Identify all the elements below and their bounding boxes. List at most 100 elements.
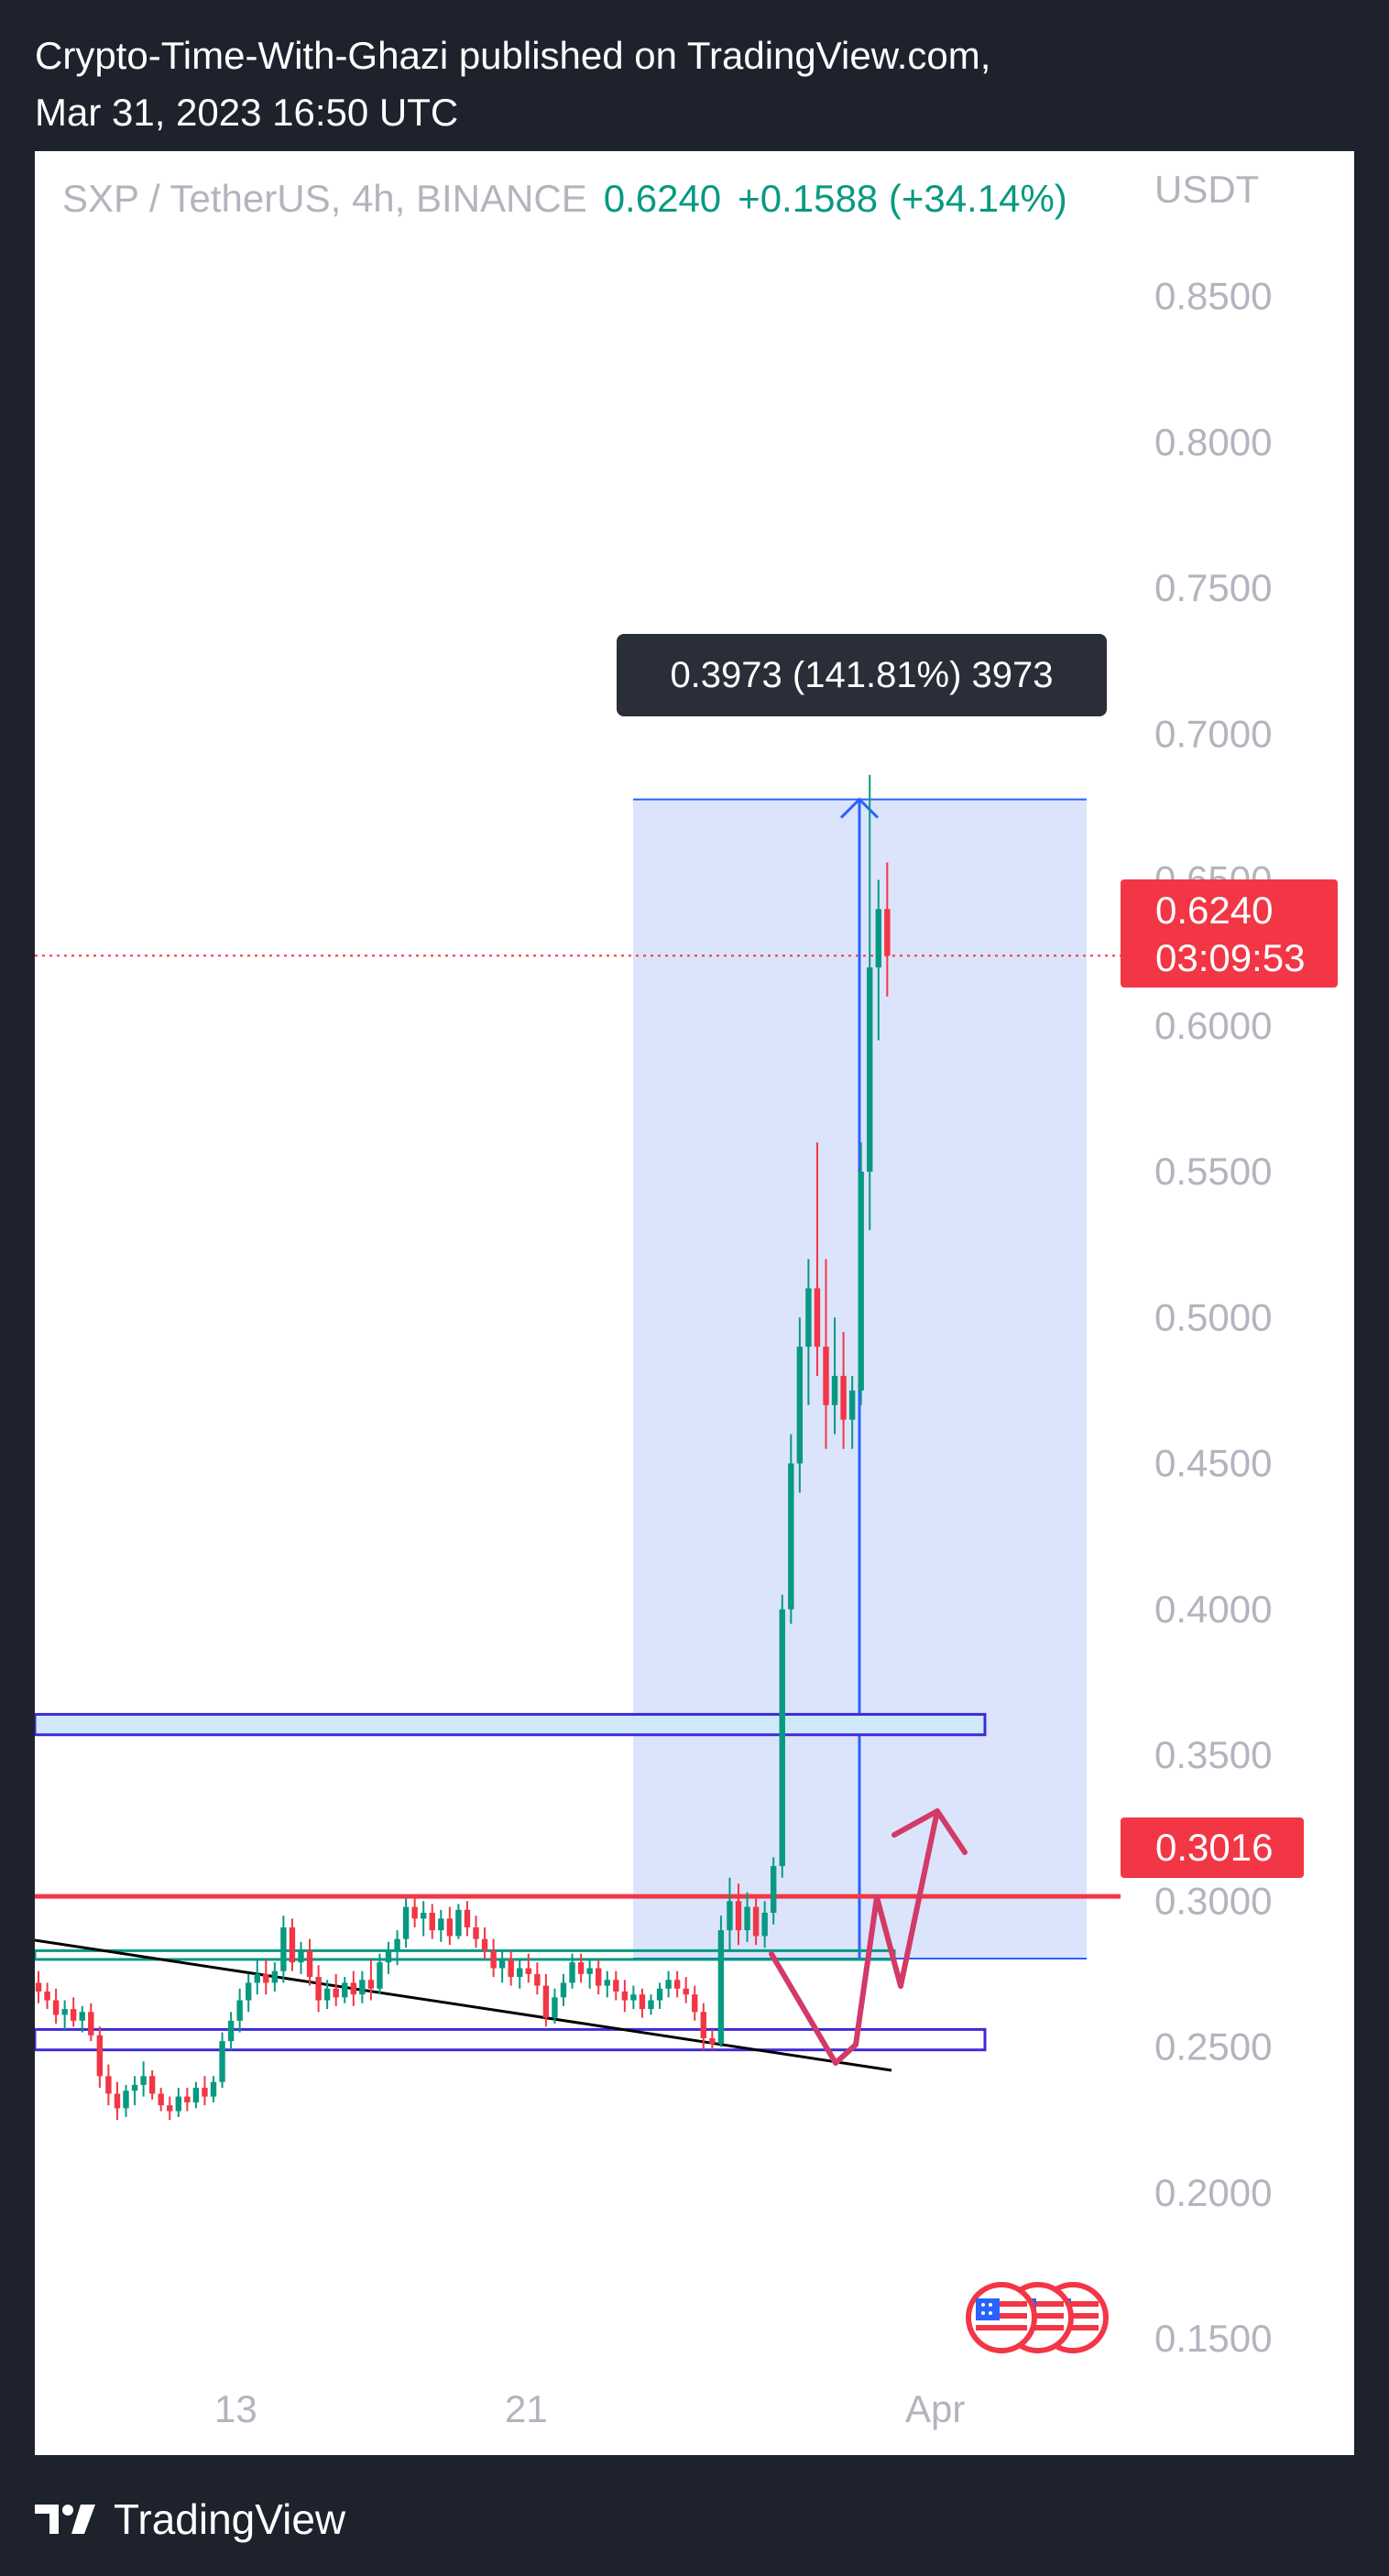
candle-body [280,1927,287,1971]
candle-body [140,2076,147,2085]
candle-body [656,1988,663,2001]
candle-body [788,1463,794,1610]
footer-brand[interactable]: TradingView [35,2490,345,2549]
candle-body [52,2000,60,2015]
candle-body [246,1982,252,2001]
x-axis-date-label: 21 [505,2387,548,2430]
candle-body [79,2012,85,2021]
candle-body [717,1930,725,2045]
candle-countdown: 03:09:53 [1155,936,1306,979]
candle-body [402,1906,410,1939]
support-zone [35,2027,987,2052]
candle-body [560,1982,567,1998]
legend-last-price: 0.6240 [603,177,722,220]
projection-arrow [769,1808,940,2066]
candle-body [779,1609,785,1867]
candle-body [377,1962,383,1989]
candle-body [481,1938,488,1951]
candle-body [289,1927,296,1963]
candle-body [411,1906,418,1919]
candle-body [61,2009,68,2015]
candle-body [35,1982,42,1992]
candle-body [727,1901,733,1931]
y-axis-tick-label: 0.4000 [1154,1588,1272,1631]
candle-body [831,1375,838,1405]
candle-body [840,1375,847,1420]
candle-body [683,1988,689,1995]
candle-body [323,1988,331,2001]
candle-body [814,1288,821,1348]
y-axis-tick-label: 0.5500 [1154,1150,1272,1193]
candle-body [867,967,873,1172]
candle-body [700,2012,706,2038]
candle-body [394,1938,400,1951]
candle-body [630,1994,637,2001]
candle-body [771,1866,777,1913]
candle-body [858,1172,864,1391]
candle-body [569,1962,575,1983]
candle-body [44,1991,50,2001]
candle-body [735,1901,742,1931]
candle-body [752,1906,760,1937]
candle-body [158,2093,164,2106]
candle-body [709,2037,716,2045]
y-axis-tick-label: 0.6000 [1154,1004,1272,1047]
candle-body [96,2035,104,2077]
price-chart[interactable]: 0.85000.80000.75000.70000.65000.60000.55… [35,151,1354,2455]
candle-body [210,2081,217,2097]
y-axis-tick-label: 0.5000 [1154,1295,1272,1338]
candle-body [621,1991,629,2001]
candle-body [131,2084,138,2091]
measure-label: 0.3973 (141.81%) 3973 [617,634,1107,716]
candle-body [498,1959,506,1969]
candle-body [175,2096,181,2112]
candle-body [333,1988,339,1998]
candle-body [665,1980,672,1989]
current-price-tag: 0.6240 03:09:53 [1121,879,1338,988]
y-axis-tick-label: 0.4500 [1154,1442,1272,1485]
candle-body [613,1980,619,1992]
candle-body [464,1909,471,1927]
candle-body [202,2088,208,2097]
candle-body [875,909,881,968]
x-axis-date-label: Apr [905,2387,965,2430]
candle-body [88,2012,94,2036]
candle-body [167,2105,173,2112]
candle-body [473,1927,479,1939]
publication-date-line: Mar 31, 2023 16:50 UTC [35,91,459,134]
candle-body [508,1959,514,1978]
economic-events-flags-icon[interactable] [960,2276,1116,2359]
candle-body [517,1968,523,1978]
candle-body [848,1390,856,1420]
chart-area[interactable]: 0.85000.80000.75000.70000.65000.60000.55… [35,151,1354,2455]
candle-body [446,1918,454,1937]
candle-body [648,2000,654,2010]
candle-body [542,1985,550,2018]
candle-body [796,1347,804,1464]
candle-body [586,1968,593,1974]
candle-body [271,1970,279,1983]
publication-header: Crypto-Time-With-Ghazi published on Trad… [35,27,990,141]
y-axis-tick-label: 0.3000 [1154,1879,1272,1922]
footer-brand-label: TradingView [114,2495,346,2543]
candle-body [525,1968,531,1974]
candle-body [673,1980,681,1989]
candle-body [306,1950,313,1978]
y-axis-tick-label: 0.8000 [1154,420,1272,464]
candle-body [184,2096,191,2103]
candle-body [490,1950,497,1969]
candle-body [429,1912,435,1931]
candle-body [385,1950,392,1963]
candle-body [639,1994,646,2010]
x-axis-date-label: 13 [214,2387,257,2430]
candle-body [350,1982,356,1995]
candle-body [884,909,891,956]
candle-body [298,1950,304,1963]
candle-body [367,1980,375,1989]
y-axis-tick-label: 0.7000 [1154,712,1272,755]
candle-body [692,1994,698,2013]
support-level-value: 0.3016 [1155,1826,1274,1869]
candle-body [577,1962,585,1974]
candle-body [192,2088,200,2103]
support-level-tag: 0.3016 [1121,1817,1304,1878]
